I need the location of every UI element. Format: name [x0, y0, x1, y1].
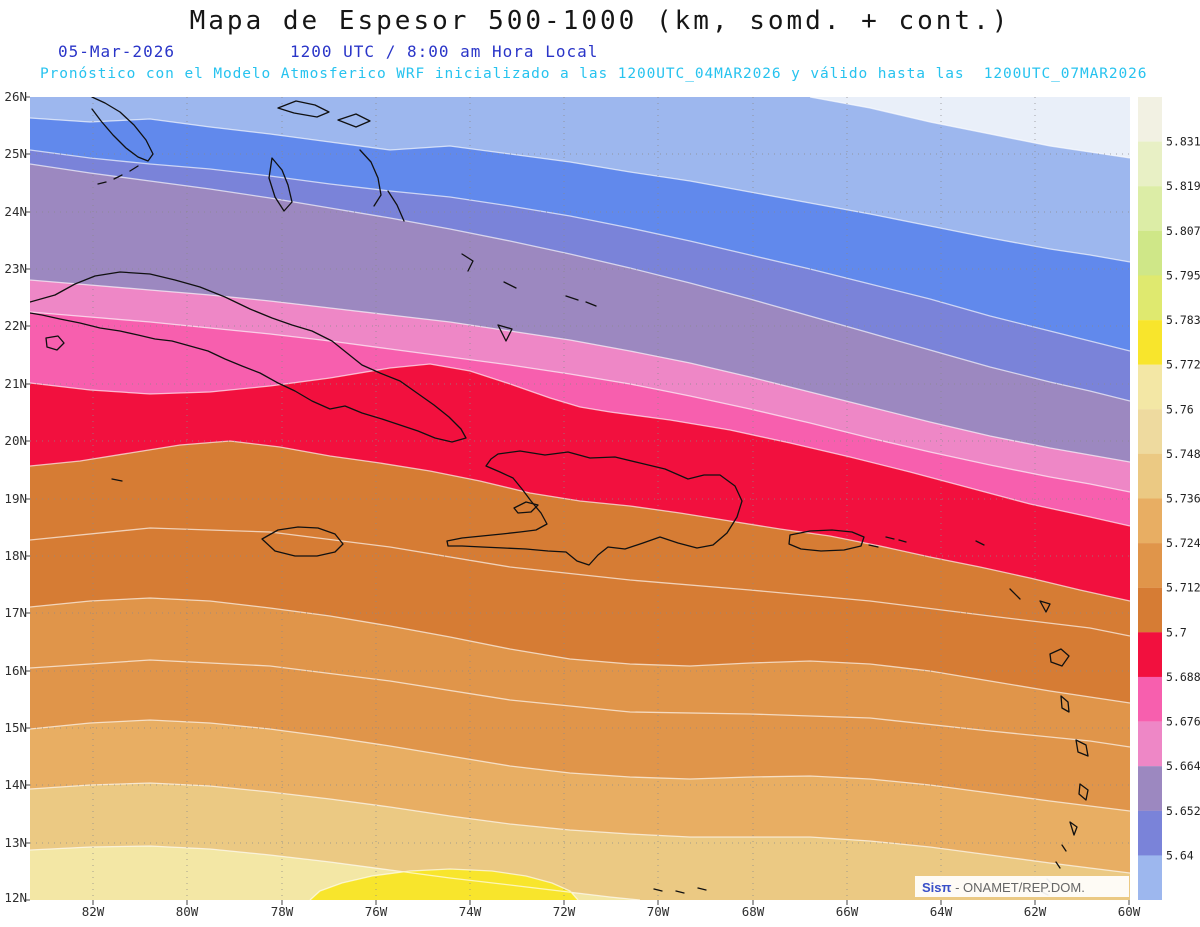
lat-label: 23N: [4, 261, 27, 276]
colorbar-swatch: [1138, 632, 1162, 677]
lat-label: 13N: [4, 835, 27, 850]
model-init-note: Pronóstico con el Modelo Atmosferico WRF…: [40, 66, 1148, 82]
coastlines: [30, 97, 1089, 896]
colorbar-swatch: [1138, 364, 1162, 410]
colorbar-label: 5.664: [1166, 759, 1200, 773]
colorbar-label: 5.819: [1166, 179, 1200, 193]
lat-label: 16N: [4, 663, 27, 678]
watermark-text: Sisπ - ONAMET/REP.DOM.: [922, 880, 1085, 895]
lon-label: 80W: [176, 904, 199, 919]
lon-label: 64W: [930, 904, 953, 919]
coastline-gonave: [513, 501, 539, 514]
contour-lines: [30, 97, 1130, 900]
coastline-cuba: [30, 271, 467, 443]
colorbar-swatch: [1138, 97, 1162, 142]
coastline-isla-juventud: [45, 335, 65, 351]
lat-label: 12N: [4, 890, 27, 905]
lat-label: 15N: [4, 720, 27, 735]
colorbar-swatch: [1138, 141, 1162, 187]
colorbar-label: 5.688: [1166, 670, 1200, 684]
coastline-aruba-curacao: [653, 887, 707, 894]
lon-label: 78W: [271, 904, 294, 919]
colorbar-swatch: [1138, 230, 1162, 276]
lon-label: 72W: [553, 904, 576, 919]
colorbar-label: 5.712: [1166, 581, 1200, 595]
colorbar-label: 5.736: [1166, 492, 1200, 506]
colorbar-label: 5.676: [1166, 715, 1200, 729]
coastline-bahamas: [268, 100, 597, 342]
lon-label: 66W: [836, 904, 859, 919]
lon-label: 70W: [647, 904, 670, 919]
colorbar-label: 5.748: [1166, 447, 1200, 461]
colorbar-swatch: [1138, 498, 1162, 544]
lat-label: 25N: [4, 146, 27, 161]
watermark: Sisπ - ONAMET/REP.DOM.: [915, 876, 1129, 897]
colorbar-label: 5.795: [1166, 268, 1200, 282]
lon-label: 74W: [459, 904, 482, 919]
lat-label: 18N: [4, 548, 27, 563]
colorbar-swatch: [1138, 587, 1162, 633]
forecast-date: 05-Mar-2026: [58, 42, 175, 61]
coastline-hispaniola: [446, 450, 743, 566]
colorbar: 5.831 5.819 5.807 5.795 5.783 5.772 5.76…: [1138, 97, 1200, 900]
lon-label: 68W: [742, 904, 765, 919]
colorbar-label: 5.652: [1166, 804, 1200, 818]
page-title: Mapa de Espesor 500-1000 (km, somd. + co…: [189, 6, 1011, 36]
coastline-jamaica: [261, 526, 344, 557]
colorbar-swatch: [1138, 320, 1162, 365]
latitude-axis: 26N 25N 24N 23N 22N 21N 20N 19N 18N 17N …: [4, 89, 27, 905]
coastline-florida: [91, 97, 154, 185]
colorbar-swatch: [1138, 453, 1162, 499]
watermark-box: [915, 876, 1129, 897]
watermark-credit: - ONAMET/REP.DOM.: [951, 880, 1084, 895]
colorbar-label: 5.807: [1166, 224, 1200, 238]
colorbar-swatch: [1138, 810, 1162, 856]
colorbar-swatch: [1138, 275, 1162, 321]
watermark-brand: Sisπ: [922, 880, 952, 895]
lat-label: 14N: [4, 777, 27, 792]
lat-label: 26N: [4, 89, 27, 104]
coastline-puerto-rico: [788, 529, 879, 552]
lat-label: 17N: [4, 605, 27, 620]
lat-label: 20N: [4, 433, 27, 448]
colorbar-label: 5.772: [1166, 358, 1200, 372]
axis-ticks: [25, 96, 1130, 905]
colorbar-label: 5.831: [1166, 135, 1200, 149]
graticule-grid: [30, 97, 1130, 900]
colorbar-swatch: [1138, 543, 1162, 588]
lat-label: 21N: [4, 376, 27, 391]
colorbar-label: 5.783: [1166, 313, 1200, 327]
colorbar-swatch: [1138, 766, 1162, 811]
colorbar-swatch: [1138, 855, 1162, 900]
lon-label: 62W: [1024, 904, 1047, 919]
lon-label: 76W: [365, 904, 388, 919]
colorbar-label: 5.724: [1166, 536, 1200, 550]
map-plot-area: Sisπ - ONAMET/REP.DOM.: [30, 97, 1130, 900]
coastline-cayman-islands: [111, 478, 123, 482]
colorbar-swatch: [1138, 409, 1162, 454]
colorbar-label: 5.76: [1166, 402, 1194, 416]
colorbar-swatch: [1138, 186, 1162, 231]
band-yellow: [310, 869, 578, 900]
lon-label: 82W: [82, 904, 105, 919]
longitude-axis: 82W 80W 78W 76W 74W 72W 70W 68W 66W 64W …: [82, 904, 1141, 919]
lon-label: 60W: [1118, 904, 1141, 919]
lat-label: 22N: [4, 318, 27, 333]
colorbar-swatch: [1138, 721, 1162, 767]
colorbar-label: 5.64: [1166, 848, 1194, 862]
colorbar-label: 5.7: [1166, 625, 1187, 639]
lat-label: 19N: [4, 491, 27, 506]
forecast-time: 1200 UTC / 8:00 am Hora Local: [290, 42, 599, 61]
lat-label: 24N: [4, 204, 27, 219]
colorbar-swatch: [1138, 676, 1162, 722]
